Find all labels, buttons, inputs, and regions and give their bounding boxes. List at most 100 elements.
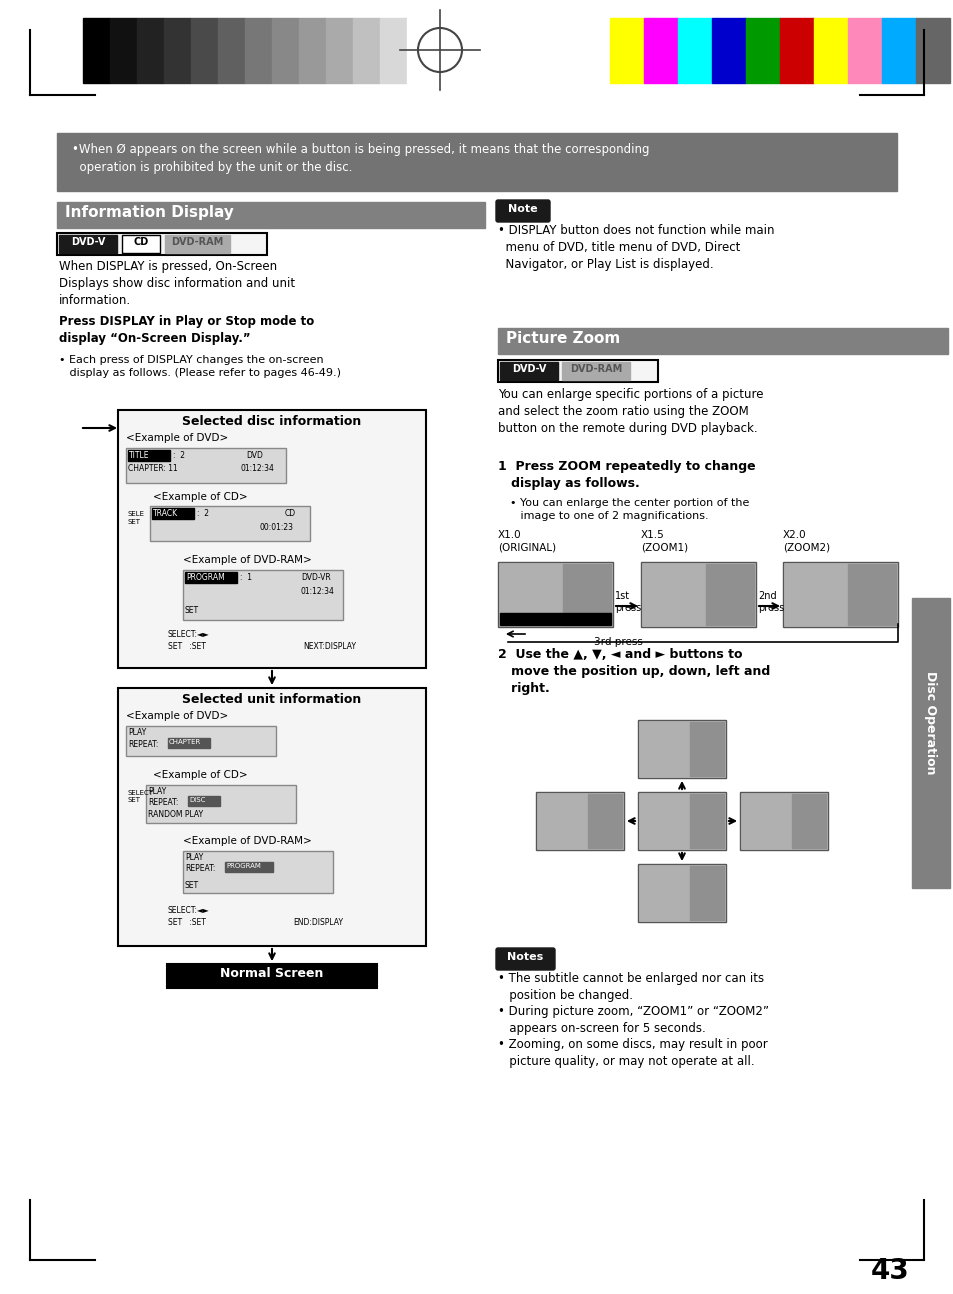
Text: PROGRAM: PROGRAM bbox=[226, 863, 260, 870]
Text: RANDOM PLAY: RANDOM PLAY bbox=[148, 810, 203, 819]
Bar bbox=[784, 564, 849, 625]
Bar bbox=[245, 18, 272, 83]
Bar bbox=[191, 18, 218, 83]
Text: :  1: : 1 bbox=[240, 573, 252, 582]
Text: REPEAT:: REPEAT: bbox=[148, 798, 178, 807]
Text: CD: CD bbox=[285, 509, 295, 518]
Text: SELECT:◄►: SELECT:◄► bbox=[168, 630, 210, 639]
Text: Press DISPLAY in Play or Stop mode to
display “On-Screen Display.”: Press DISPLAY in Play or Stop mode to di… bbox=[59, 314, 314, 345]
Bar bbox=[640, 562, 755, 628]
Text: END:DISPLAY: END:DISPLAY bbox=[293, 917, 343, 927]
Bar bbox=[59, 236, 117, 254]
Bar bbox=[298, 18, 326, 83]
Text: REPEAT:: REPEAT: bbox=[128, 740, 158, 749]
Bar bbox=[272, 18, 298, 83]
Text: SET: SET bbox=[185, 881, 199, 890]
Text: • You can enlarge the center portion of the
   image to one of 2 magnifications.: • You can enlarge the center portion of … bbox=[510, 498, 749, 521]
Text: Normal Screen: Normal Screen bbox=[220, 967, 323, 980]
Text: X1.0
(ORIGINAL): X1.0 (ORIGINAL) bbox=[497, 531, 556, 553]
Bar bbox=[847, 564, 895, 625]
Bar bbox=[497, 360, 658, 382]
Text: • DISPLAY button does not function while main
  menu of DVD, title menu of DVD, : • DISPLAY button does not function while… bbox=[497, 224, 774, 270]
Bar bbox=[639, 866, 691, 920]
Text: You can enlarge specific portions of a picture
and select the zoom ratio using t: You can enlarge specific portions of a p… bbox=[497, 388, 762, 435]
Bar bbox=[83, 18, 110, 83]
Bar bbox=[499, 613, 610, 625]
Bar bbox=[882, 18, 915, 83]
Text: TITLE: TITLE bbox=[129, 452, 150, 459]
Bar bbox=[745, 18, 780, 83]
Bar bbox=[188, 796, 220, 806]
Bar bbox=[497, 327, 947, 355]
Text: PROGRAM: PROGRAM bbox=[186, 573, 225, 582]
Text: <Example of DVD-RAM>: <Example of DVD-RAM> bbox=[183, 836, 312, 846]
Bar bbox=[499, 362, 558, 380]
Bar bbox=[915, 18, 949, 83]
Bar bbox=[150, 506, 310, 541]
Bar bbox=[643, 18, 678, 83]
Text: X2.0
(ZOOM2): X2.0 (ZOOM2) bbox=[782, 531, 829, 553]
Bar bbox=[911, 598, 949, 888]
Bar bbox=[146, 785, 295, 823]
Bar bbox=[638, 719, 725, 778]
Text: <Example of DVD-RAM>: <Example of DVD-RAM> bbox=[183, 555, 312, 565]
Bar bbox=[638, 792, 725, 850]
Text: • The subtitle cannot be enlarged nor can its
   position be changed.: • The subtitle cannot be enlarged nor ca… bbox=[497, 972, 763, 1002]
Text: <Example of DVD>: <Example of DVD> bbox=[126, 710, 228, 721]
Bar bbox=[165, 236, 230, 254]
Bar bbox=[497, 562, 613, 628]
Bar bbox=[847, 18, 882, 83]
Bar bbox=[782, 562, 897, 628]
Text: <Example of CD>: <Example of CD> bbox=[152, 770, 248, 780]
Text: Notes: Notes bbox=[507, 952, 543, 961]
Text: PLAY: PLAY bbox=[128, 729, 146, 738]
Bar bbox=[562, 564, 610, 625]
Text: Note: Note bbox=[508, 204, 537, 214]
Text: •When Ø appears on the screen while a button is being pressed, it means that the: •When Ø appears on the screen while a bu… bbox=[71, 144, 649, 173]
Text: :  2: : 2 bbox=[172, 452, 185, 459]
Bar bbox=[407, 18, 434, 83]
Text: <Example of DVD>: <Example of DVD> bbox=[126, 433, 228, 443]
Bar bbox=[126, 448, 286, 483]
Bar bbox=[711, 18, 745, 83]
Bar bbox=[126, 726, 275, 756]
Bar bbox=[122, 236, 160, 254]
Bar bbox=[705, 564, 753, 625]
Bar bbox=[813, 18, 847, 83]
Text: DVD: DVD bbox=[246, 452, 263, 459]
Bar bbox=[689, 866, 723, 920]
Bar bbox=[587, 795, 621, 848]
Text: 2nd
press: 2nd press bbox=[758, 591, 783, 613]
Bar bbox=[638, 864, 725, 923]
Text: :  2: : 2 bbox=[196, 509, 209, 518]
Bar bbox=[791, 795, 825, 848]
Bar bbox=[561, 362, 629, 380]
Text: DVD-V: DVD-V bbox=[71, 237, 105, 247]
Text: 1  Press ZOOM repeatedly to change
   display as follows.: 1 Press ZOOM repeatedly to change displa… bbox=[497, 459, 755, 490]
Text: DVD-VR: DVD-VR bbox=[301, 573, 331, 582]
Text: 2  Use the ▲, ▼, ◄ and ► buttons to
   move the position up, down, left and
   r: 2 Use the ▲, ▼, ◄ and ► buttons to move … bbox=[497, 648, 769, 695]
Text: Information Display: Information Display bbox=[65, 204, 233, 220]
Text: PLAY: PLAY bbox=[148, 787, 166, 796]
Bar bbox=[741, 795, 793, 848]
Text: 00:01:23: 00:01:23 bbox=[260, 523, 294, 532]
Text: DVD-RAM: DVD-RAM bbox=[569, 364, 621, 374]
Bar bbox=[183, 851, 333, 893]
Bar bbox=[499, 564, 564, 625]
Text: • Each press of DISPLAY changes the on-screen
   display as follows. (Please ref: • Each press of DISPLAY changes the on-s… bbox=[59, 355, 340, 378]
Bar bbox=[689, 722, 723, 776]
Bar bbox=[183, 569, 343, 620]
Bar bbox=[639, 795, 691, 848]
Text: DISC: DISC bbox=[189, 797, 205, 804]
Bar bbox=[642, 564, 707, 625]
Bar bbox=[152, 509, 193, 519]
Bar bbox=[740, 792, 827, 850]
Text: Disc Operation: Disc Operation bbox=[923, 672, 937, 775]
Bar bbox=[218, 18, 245, 83]
Bar bbox=[225, 862, 273, 872]
Text: 01:12:34: 01:12:34 bbox=[241, 465, 274, 474]
Text: SELECT:◄►: SELECT:◄► bbox=[168, 906, 210, 915]
Text: SET   :SET: SET :SET bbox=[168, 917, 206, 927]
Text: NEXT:DISPLAY: NEXT:DISPLAY bbox=[303, 642, 355, 651]
FancyBboxPatch shape bbox=[496, 201, 550, 223]
